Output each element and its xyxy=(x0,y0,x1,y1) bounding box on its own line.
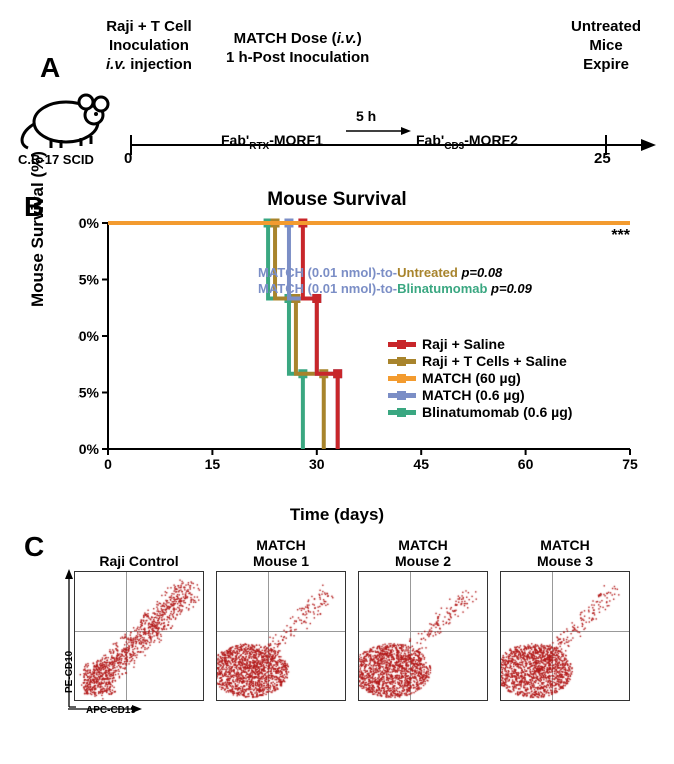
svg-text:30: 30 xyxy=(309,456,325,472)
flow-plot xyxy=(74,571,204,701)
panel-a-label: A xyxy=(40,52,60,84)
flow-plot-title: Raji Control xyxy=(99,533,178,569)
flow-plot-title: MATCHMouse 2 xyxy=(395,533,451,569)
event-match-dose: MATCH Dose (i.v.)1 h-Post Inoculation xyxy=(226,30,369,68)
event-inoculation: Raji + T CellInoculationi.v. injection xyxy=(106,18,192,74)
flow-row: Raji Control MATCHMouse 1 MATCHMouse 2 MATC… xyxy=(74,533,630,701)
flow-plot xyxy=(500,571,630,701)
svg-text:75%: 75% xyxy=(78,272,100,288)
event-expire: UntreatedMiceExpire xyxy=(571,18,641,74)
timeline-t1: 25 xyxy=(594,150,611,169)
svg-text:15: 15 xyxy=(205,456,221,472)
flow-x-arrow xyxy=(68,703,148,715)
anno-2: MATCH (0.01 nmol)-to-Blinatumomab p=0.09 xyxy=(258,281,532,296)
rxn-left: Fab'RTX-MORF1 xyxy=(221,132,323,153)
survival-plot: 0 15 30 45 60 75 0% 25% 50% 75% 100% *** MATCH (0.… xyxy=(78,217,638,497)
flow-plot-col: MATCHMouse 3 xyxy=(500,533,630,701)
svg-text:60: 60 xyxy=(518,456,534,472)
svg-text:100%: 100% xyxy=(78,217,100,231)
legend-item: MATCH (0.6 µg) xyxy=(388,387,572,403)
panel-b-ylabel: Mouse Survival (%) xyxy=(28,151,48,307)
panel-c-label: C xyxy=(24,531,44,563)
flow-plot xyxy=(358,571,488,701)
legend-item: MATCH (60 µg) xyxy=(388,370,572,386)
flow-axes-arrows xyxy=(60,567,76,717)
panel-b-xlabel: Time (days) xyxy=(16,505,658,525)
svg-text:25%: 25% xyxy=(78,385,100,401)
flow-plot-title: MATCHMouse 1 xyxy=(253,533,309,569)
svg-text:50%: 50% xyxy=(78,328,100,344)
stars: *** xyxy=(611,227,630,245)
panel-b-title: Mouse Survival xyxy=(16,189,658,211)
legend-item: Blinatumomab (0.6 µg) xyxy=(388,404,572,420)
timeline-axis xyxy=(121,127,661,187)
svg-text:0: 0 xyxy=(104,456,112,472)
legend-item: Raji + Saline xyxy=(388,336,572,352)
svg-text:45: 45 xyxy=(413,456,429,472)
flow-plot-col: Raji Control xyxy=(74,533,204,701)
svg-text:0%: 0% xyxy=(79,441,100,457)
anno-1: MATCH (0.01 nmol)-to-Untreated p=0.08 xyxy=(258,265,502,280)
legend-item: Raji + T Cells + Saline xyxy=(388,353,572,369)
panel-a: A C.B-17 SCID Raji + T CellInoculationi.… xyxy=(16,12,658,187)
rxn-duration: 5 h xyxy=(356,108,376,126)
timeline-t0: 0 xyxy=(124,150,132,169)
flow-plot xyxy=(216,571,346,701)
panel-b: B Mouse Survival Mouse Survival (%) 0153… xyxy=(16,187,658,527)
svg-text:75: 75 xyxy=(622,456,638,472)
rxn-right: Fab'CD3-MORF2 xyxy=(416,132,518,153)
flow-plot-col: MATCHMouse 1 xyxy=(216,533,346,701)
legend: Raji + SalineRaji + T Cells + SalineMATC… xyxy=(388,335,572,421)
flow-plot-title: MATCHMouse 3 xyxy=(537,533,593,569)
panel-c: C Raji Control MATCHMouse 1 MATCHMouse 2 MA… xyxy=(16,527,658,752)
flow-plot-col: MATCHMouse 2 xyxy=(358,533,488,701)
